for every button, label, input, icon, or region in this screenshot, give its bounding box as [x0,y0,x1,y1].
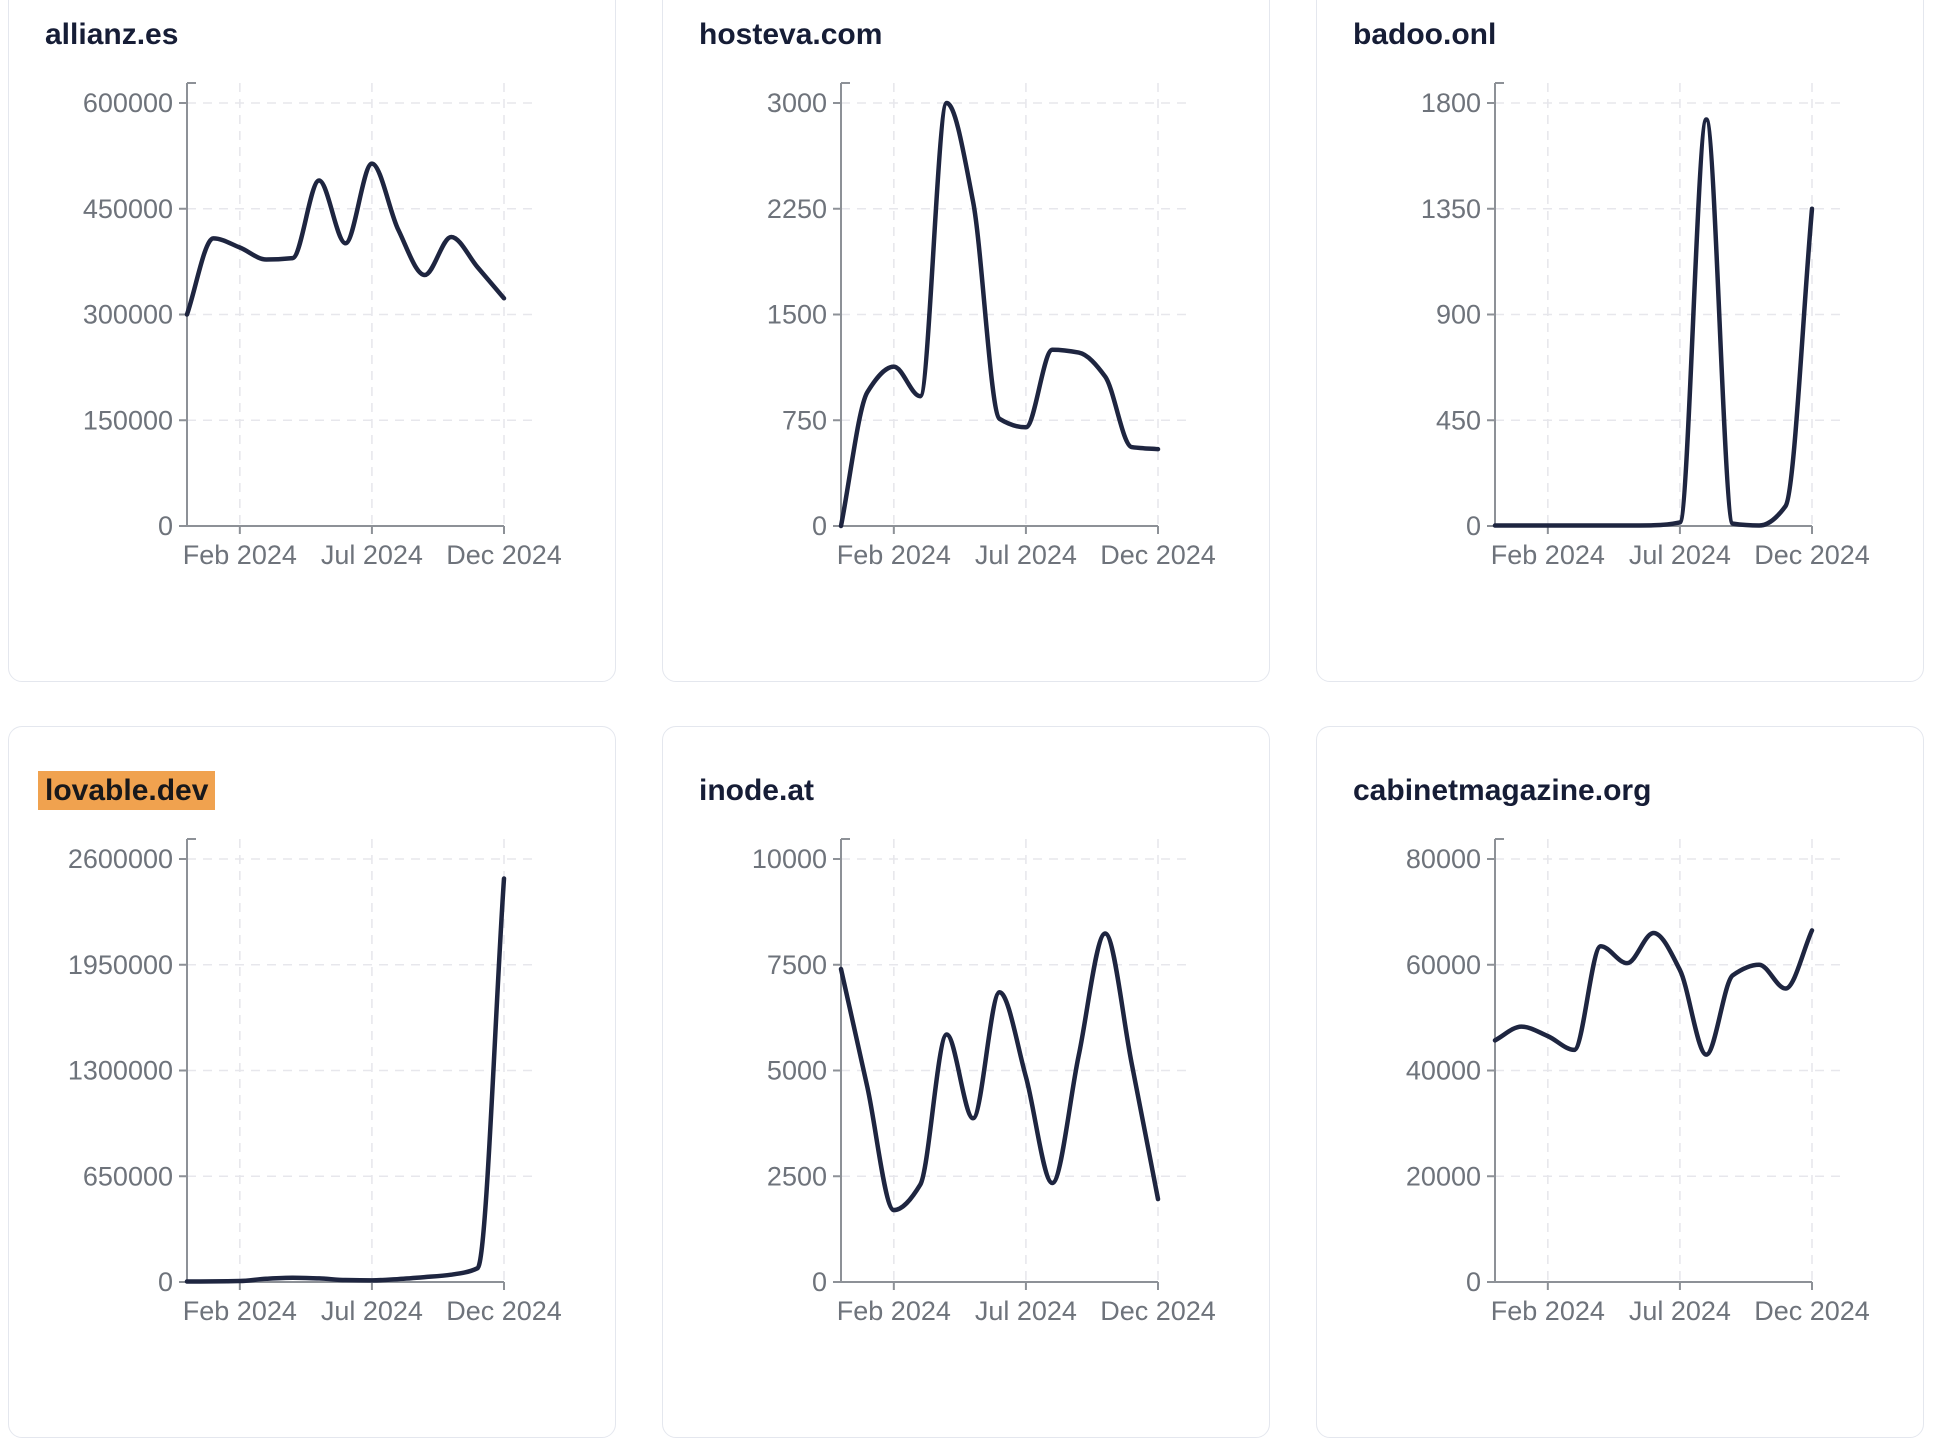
svg-text:900: 900 [1436,300,1481,330]
svg-text:3000: 3000 [767,88,827,118]
chart-card-allianz: allianz.es 0 150000 300000 450000 600000 Feb … [8,0,616,682]
svg-text:2250: 2250 [767,194,827,224]
chart-card-lovable: lovable.dev 0 650000 1300000 1950000 2600000… [8,726,616,1438]
line-chart: 0 650000 1300000 1950000 2600000 Feb 2024 Jul … [68,838,562,1326]
svg-text:600000: 600000 [83,88,173,118]
chart-title: inode.at [699,771,821,810]
svg-text:Dec 2024: Dec 2024 [1754,540,1870,570]
svg-text:Dec 2024: Dec 2024 [1100,1296,1216,1326]
svg-text:5000: 5000 [767,1056,827,1086]
svg-text:20000: 20000 [1406,1161,1481,1191]
chart-card-inode: inode.at 0 2500 5000 7500 10000 Feb 2024 Jul 2… [662,726,1270,1438]
svg-text:Jul 2024: Jul 2024 [321,540,423,570]
chart-card-hosteva: hosteva.com 0 750 1500 2250 3000 Feb 2024 Jul … [662,0,1270,682]
svg-text:Feb 2024: Feb 2024 [837,1296,951,1326]
svg-text:1800: 1800 [1421,88,1481,118]
svg-text:300000: 300000 [83,300,173,330]
svg-text:150000: 150000 [83,405,173,435]
svg-text:0: 0 [1466,1267,1481,1297]
domain-label[interactable]: cabinetmagazine.org [1353,774,1652,807]
domain-label[interactable]: badoo.onl [1353,18,1497,51]
svg-text:0: 0 [812,1267,827,1297]
svg-text:40000: 40000 [1406,1056,1481,1086]
svg-text:Feb 2024: Feb 2024 [183,1296,297,1326]
line-chart: 0 2500 5000 7500 10000 Feb 2024 Jul 2024 Dec 20… [752,838,1216,1326]
chart-title: cabinetmagazine.org [1353,771,1658,810]
svg-text:0: 0 [158,1267,173,1297]
line-chart: 0 750 1500 2250 3000 Feb 2024 Jul 2024 Dec 2024 [767,82,1216,570]
line-chart: 0 450 900 1350 1800 Feb 2024 Jul 2024 Dec 2024 [1421,82,1870,570]
svg-text:0: 0 [812,511,827,541]
svg-text:650000: 650000 [83,1161,173,1191]
svg-text:Dec 2024: Dec 2024 [1754,1296,1870,1326]
chart-title: lovable.dev [38,771,216,810]
chart-title: hosteva.com [699,15,889,54]
svg-text:1950000: 1950000 [68,950,173,980]
svg-text:1500: 1500 [767,300,827,330]
svg-text:0: 0 [158,511,173,541]
chart-title: allianz.es [45,15,185,54]
line-chart: 0 20000 40000 60000 80000 Feb 2024 Jul 2024 Dec… [1406,838,1870,1326]
svg-text:Dec 2024: Dec 2024 [446,1296,562,1326]
svg-text:2500: 2500 [767,1161,827,1191]
svg-text:1300000: 1300000 [68,1056,173,1086]
chart-card-cabinetmagazine: cabinetmagazine.org 0 20000 40000 60000 8000… [1316,726,1924,1438]
domain-label[interactable]: hosteva.com [699,18,883,51]
svg-text:2600000: 2600000 [68,844,173,874]
line-chart: 0 150000 300000 450000 600000 Feb 2024 Jul 202… [83,82,562,570]
svg-text:750: 750 [782,405,827,435]
svg-text:1350: 1350 [1421,194,1481,224]
svg-text:Feb 2024: Feb 2024 [183,540,297,570]
svg-text:7500: 7500 [767,950,827,980]
svg-text:450: 450 [1436,405,1481,435]
svg-text:Jul 2024: Jul 2024 [975,540,1077,570]
svg-text:Jul 2024: Jul 2024 [321,1296,423,1326]
svg-text:0: 0 [1466,511,1481,541]
chart-grid: allianz.es 0 150000 300000 450000 600000 Feb … [8,0,1940,1438]
svg-text:Feb 2024: Feb 2024 [1491,540,1605,570]
chart-card-badoo: badoo.onl 0 450 900 1350 1800 Feb 2024 Jul 202… [1316,0,1924,682]
svg-text:Dec 2024: Dec 2024 [1100,540,1216,570]
chart-title: badoo.onl [1353,15,1503,54]
svg-text:10000: 10000 [752,844,827,874]
svg-text:Jul 2024: Jul 2024 [1629,540,1731,570]
svg-text:450000: 450000 [83,194,173,224]
svg-text:Jul 2024: Jul 2024 [1629,1296,1731,1326]
domain-label[interactable]: inode.at [699,774,815,807]
svg-text:Dec 2024: Dec 2024 [446,540,562,570]
svg-text:Feb 2024: Feb 2024 [1491,1296,1605,1326]
domain-label-highlighted[interactable]: lovable.dev [38,771,216,810]
domain-label[interactable]: allianz.es [45,18,179,51]
svg-text:Feb 2024: Feb 2024 [837,540,951,570]
svg-text:60000: 60000 [1406,950,1481,980]
svg-text:Jul 2024: Jul 2024 [975,1296,1077,1326]
svg-text:80000: 80000 [1406,844,1481,874]
